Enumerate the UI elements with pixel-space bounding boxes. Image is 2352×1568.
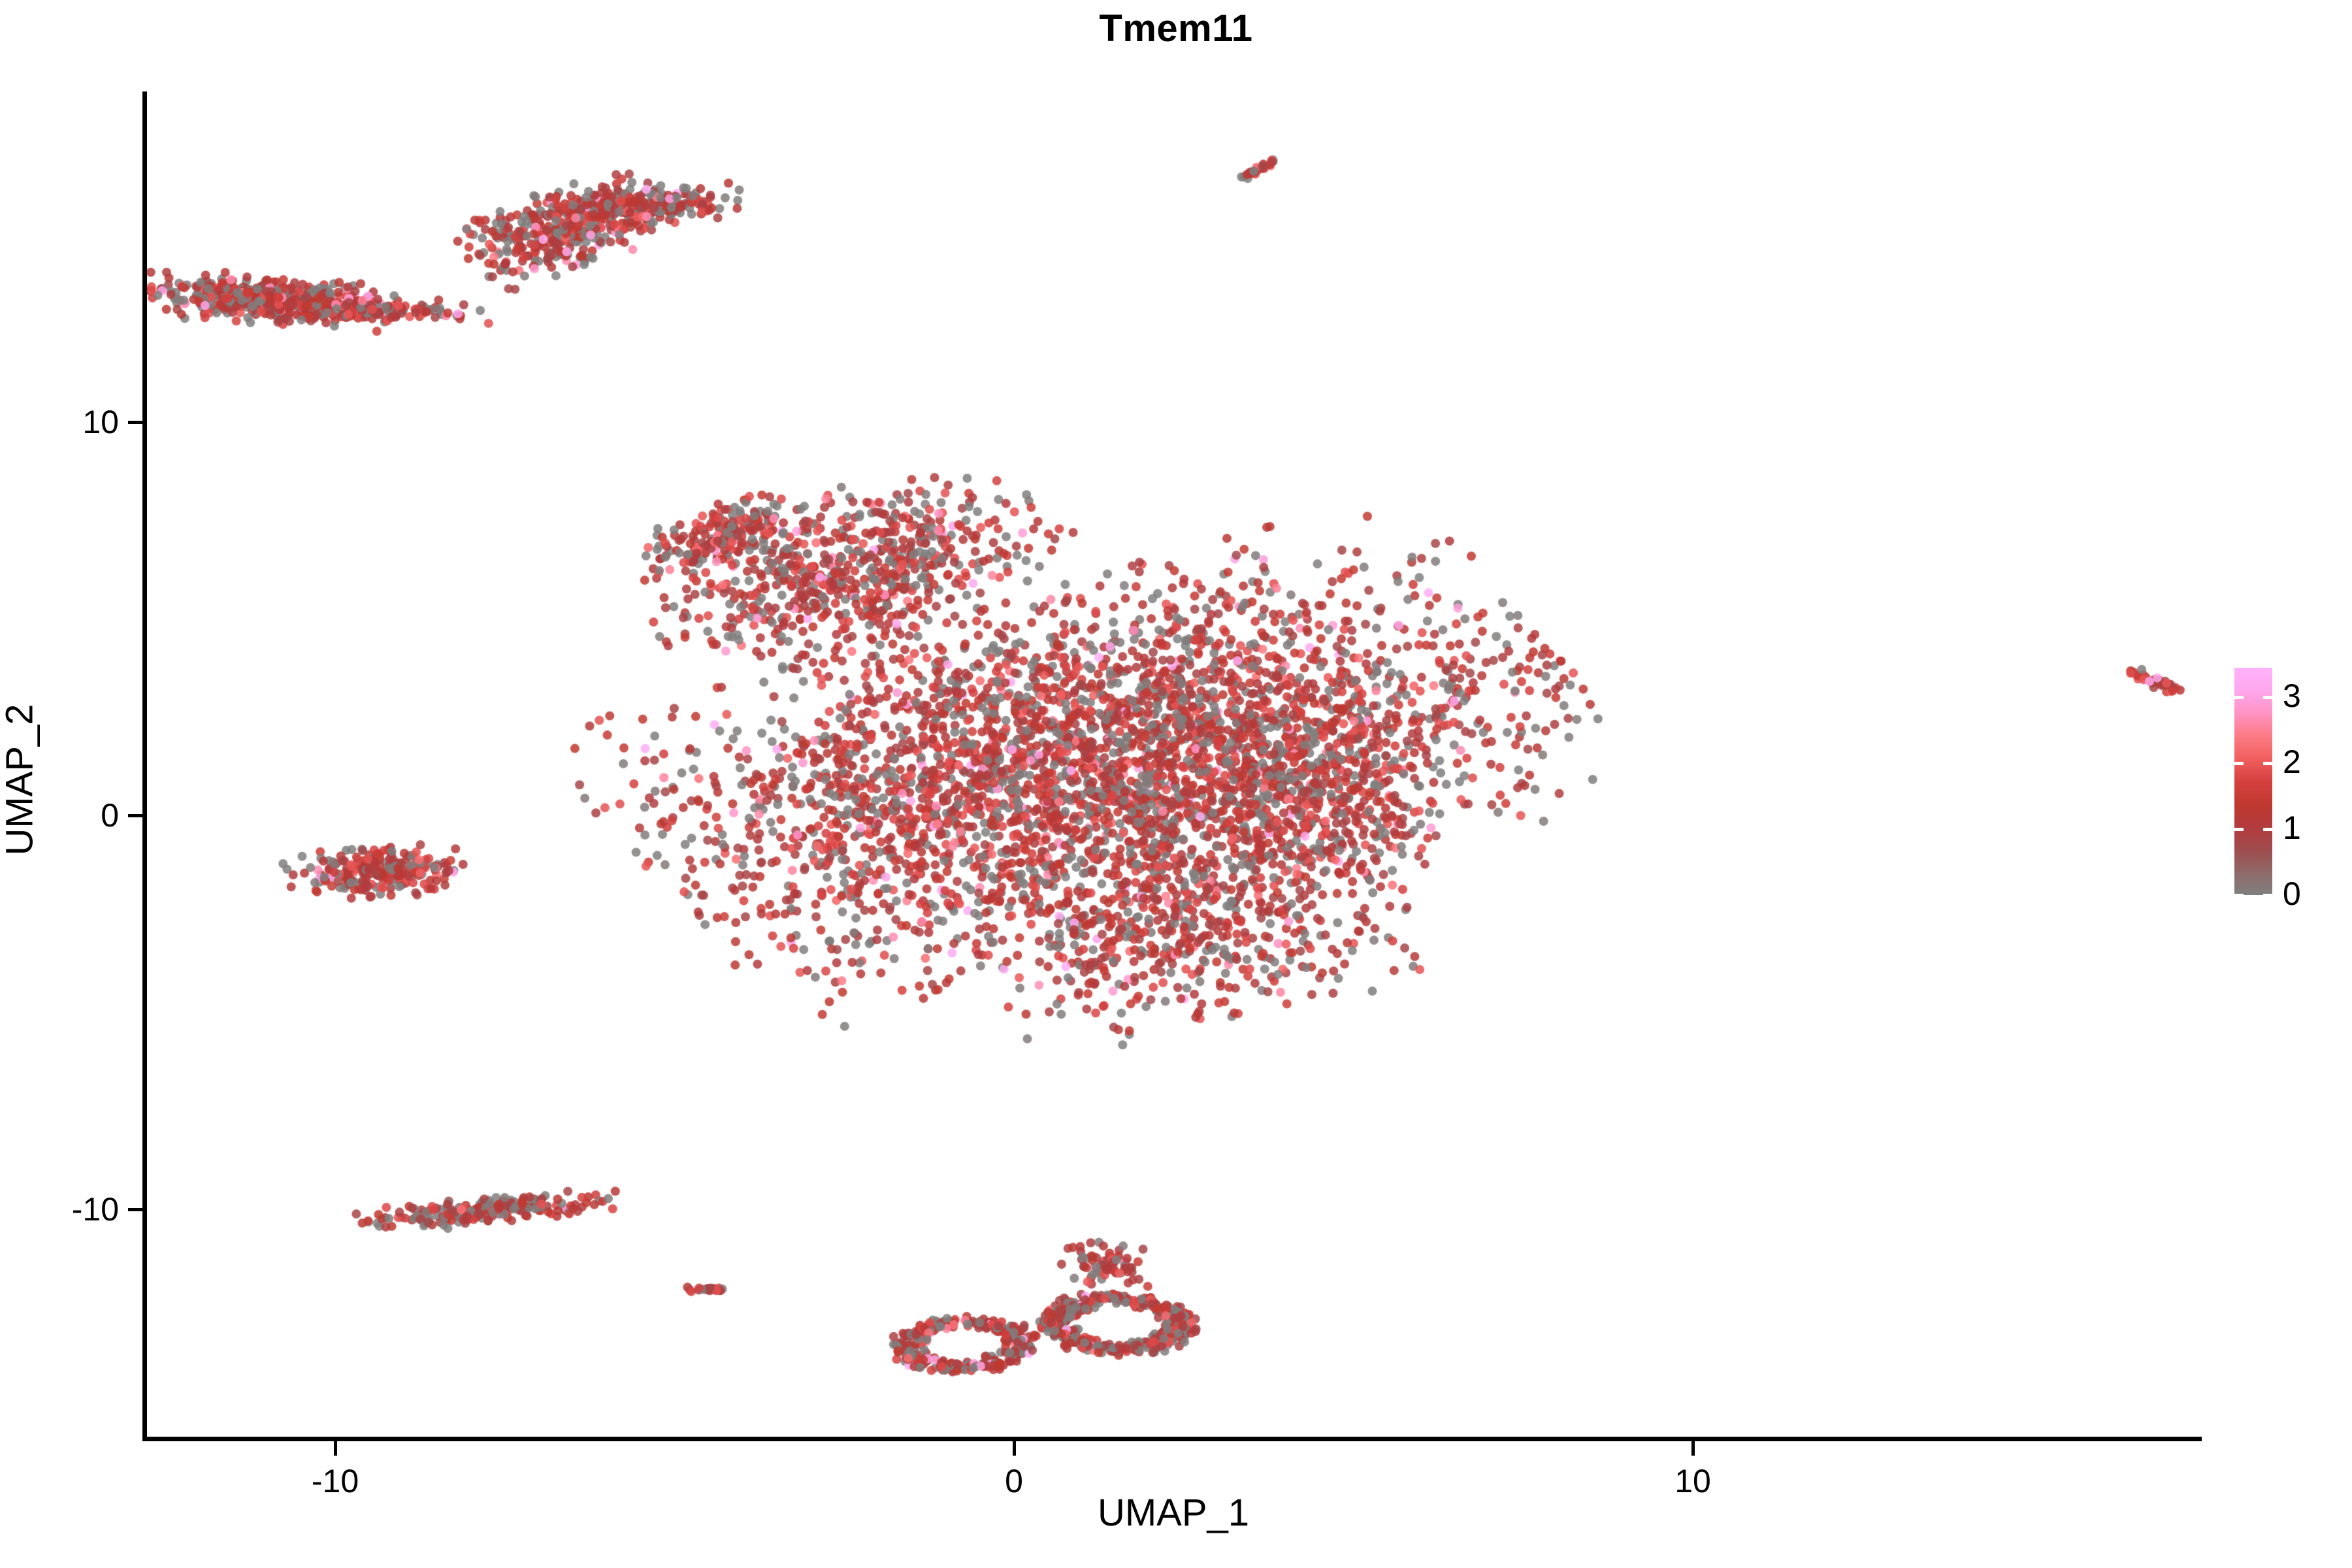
scatter-plot-canvas <box>145 91 2202 1437</box>
colorbar-tick-mark <box>2263 828 2272 832</box>
x-tick-label: 0 <box>1005 1463 1023 1499</box>
y-tick-mark <box>128 420 142 424</box>
colorbar-tick-label: 0 <box>2283 875 2301 912</box>
colorbar-tick-label: 1 <box>2283 809 2301 847</box>
y-tick-mark <box>128 1207 142 1211</box>
x-tick-label: -10 <box>311 1463 359 1499</box>
colorbar-tick-mark <box>2263 894 2272 897</box>
colorbar-tick-mark <box>2234 696 2244 700</box>
colorbar-gradient <box>2234 668 2272 895</box>
page-title: Tmem11 <box>1099 7 1253 50</box>
colorbar-tick-label: 3 <box>2283 678 2301 715</box>
y-axis-line <box>142 91 147 1441</box>
x-tick-label: 10 <box>1674 1463 1711 1499</box>
x-axis-title: UMAP_1 <box>1097 1492 1250 1534</box>
colorbar-tick-mark <box>2234 762 2244 766</box>
y-tick-label: 10 <box>82 403 119 440</box>
y-tick-label: 0 <box>101 797 119 834</box>
x-axis-line <box>142 1437 2202 1441</box>
y-tick-mark <box>128 814 142 817</box>
colorbar-tick-mark <box>2234 828 2244 832</box>
y-axis-title: UMAP_2 <box>0 704 41 856</box>
x-tick-mark <box>1691 1441 1695 1456</box>
colorbar-tick-mark <box>2234 894 2244 897</box>
x-tick-mark <box>1013 1441 1016 1456</box>
colorbar-tick-mark <box>2263 696 2272 700</box>
y-tick-label: -10 <box>71 1190 119 1228</box>
colorbar-tick-label: 2 <box>2283 743 2301 781</box>
colorbar-tick-mark <box>2263 762 2272 766</box>
x-tick-mark <box>334 1441 337 1456</box>
